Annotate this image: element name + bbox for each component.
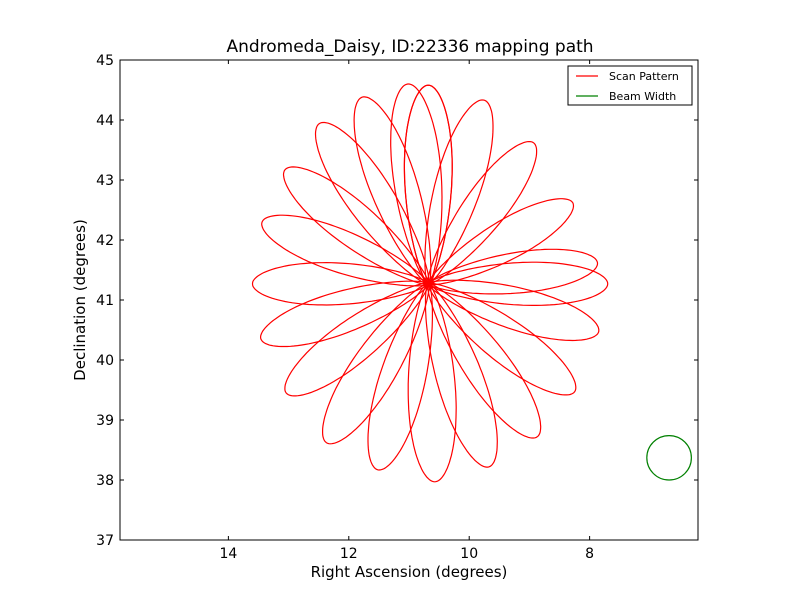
scan-petal <box>424 283 498 468</box>
scan-petal <box>427 141 538 285</box>
scan-petal <box>282 166 430 285</box>
scan-petal <box>284 282 430 397</box>
y-tick-label: 37 <box>96 533 114 549</box>
legend-label-beam-width: Beam Width <box>609 90 676 103</box>
legend: Scan Pattern Beam Width <box>567 65 693 106</box>
legend-box <box>567 65 693 106</box>
x-tick-label: 12 <box>340 546 358 562</box>
scan-petal <box>403 84 453 285</box>
series-layer <box>251 83 692 483</box>
y-tick-label: 41 <box>96 293 114 309</box>
scan-petal <box>314 121 430 285</box>
x-tick-label: 10 <box>460 546 478 562</box>
scan-petal <box>390 83 443 285</box>
x-tick-label: 8 <box>585 546 594 562</box>
beam-width-circle <box>646 434 692 481</box>
scan-petal <box>427 261 609 306</box>
scan-petal <box>251 261 429 306</box>
y-tick-label: 42 <box>96 233 114 249</box>
chart-title: Andromeda_Daisy, ID:22336 mapping path <box>226 37 593 57</box>
scan-petal <box>353 96 432 285</box>
plot-frame <box>119 59 699 541</box>
y-tick-label: 39 <box>96 413 114 429</box>
y-tick-label: 38 <box>96 473 114 489</box>
legend-label-scan-pattern: Scan Pattern <box>609 70 679 83</box>
scan-petal <box>260 280 429 348</box>
scan-petal <box>322 283 430 445</box>
ticks-layer: 14 12 10 8 37 38 39 40 41 42 43 44 45 <box>96 53 698 562</box>
scan-petal <box>427 248 599 295</box>
scan-petal <box>427 283 542 439</box>
y-tick-label: 43 <box>96 173 114 189</box>
y-tick-label: 44 <box>96 113 114 129</box>
scan-petal <box>407 283 457 483</box>
x-tick-label: 14 <box>219 546 237 562</box>
y-axis-label: Declination (degrees) <box>71 219 89 381</box>
y-tick-label: 45 <box>96 53 114 69</box>
scan-petal <box>424 99 494 285</box>
scan-petal <box>427 198 575 286</box>
x-axis-label: Right Ascension (degrees) <box>311 563 508 581</box>
scan-petal <box>261 214 429 287</box>
y-tick-label: 40 <box>96 353 114 369</box>
scan-petal <box>427 282 577 396</box>
scan-petal <box>367 283 433 471</box>
